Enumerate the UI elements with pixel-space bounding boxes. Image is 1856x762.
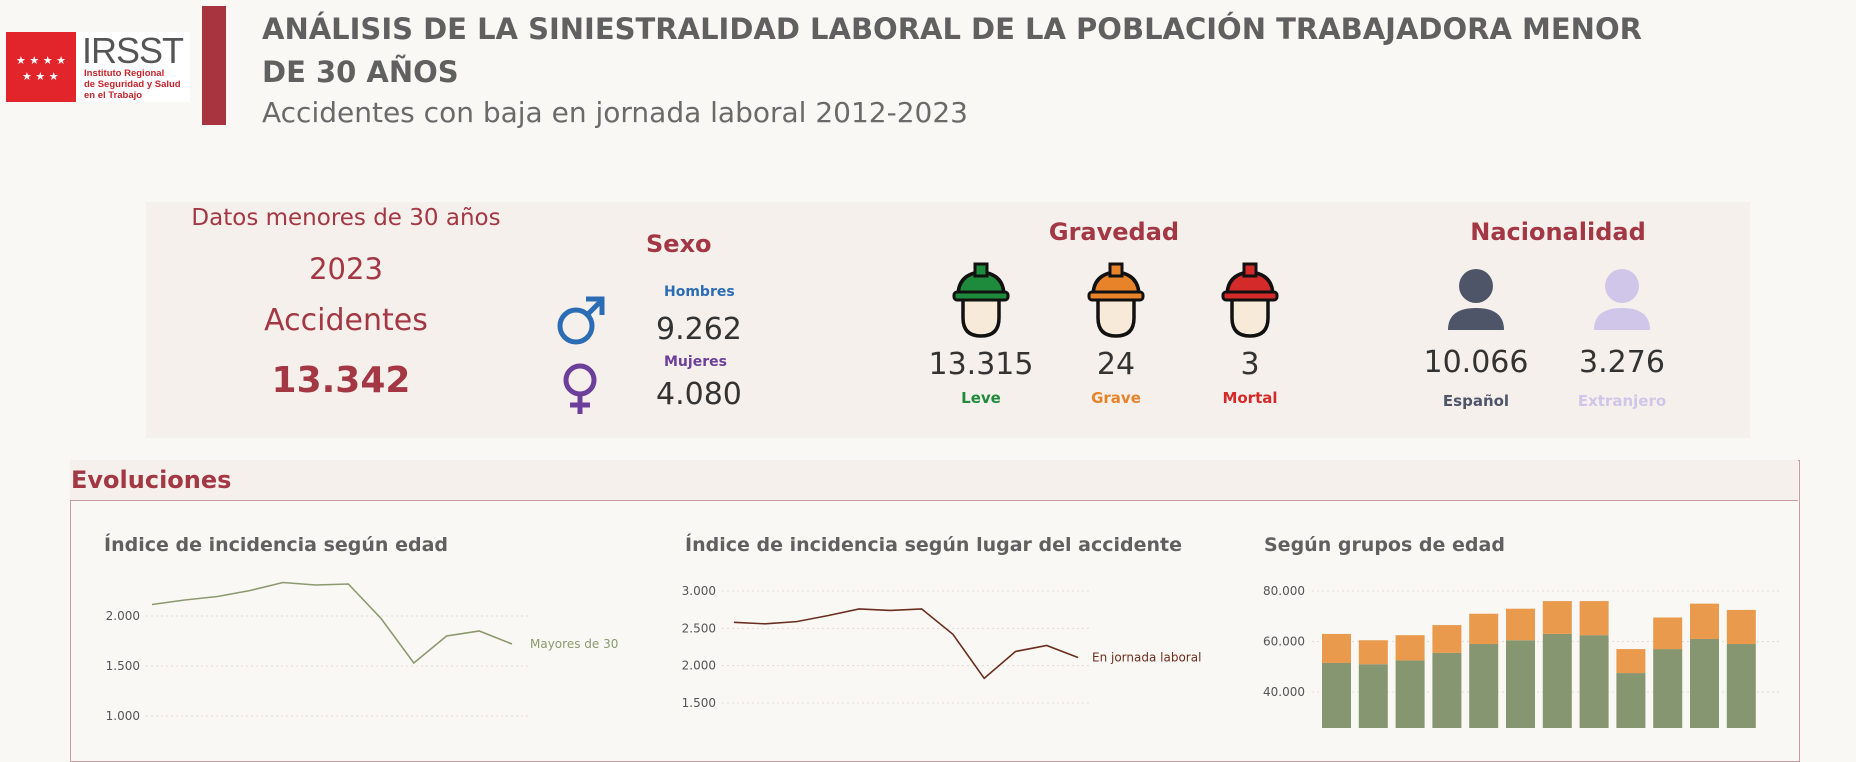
bar-2019-series0 [1579,635,1609,728]
bar-2017-series0 [1506,640,1535,728]
y-tick-label: 40.000 [1263,685,1305,699]
nacionalidad-extranjero-value: 3.276 [1579,345,1665,380]
person-extranjero-icon [1592,268,1652,334]
nacionalidad-espanol-label: Español [1442,392,1510,410]
series-label: En jornada laboral [1092,650,1201,664]
helmet-grave-icon [1087,262,1145,342]
evoluciones-title: Evoluciones [71,466,232,494]
gravedad-grave-value: 24 [1096,347,1136,382]
madrid-flag-icon: ★ ★ ★ ★ ★ ★ ★ [6,32,76,102]
kpi-total: 13.342 [271,360,411,401]
y-tick-label: 1.500 [682,696,716,710]
bar-2015-series0 [1432,652,1462,728]
bar-2012-series0 [1322,662,1351,728]
bar-2021-series0 [1653,649,1683,728]
y-tick-label: 60.000 [1263,635,1305,649]
bar-2013-series1 [1358,640,1388,665]
nacionalidad-extranjero-label: Extranjero [1577,392,1667,410]
person-espanol-icon [1446,268,1506,334]
y-tick-label: 3.000 [682,584,716,598]
y-tick-label: 1.500 [106,659,140,673]
chart-edad-title: Índice de incidencia según edad [104,534,448,556]
bar-2019-series1 [1579,601,1609,636]
logo-subtitle: Instituto Regional de Seguridad y Salud … [84,68,181,101]
gravedad-leve-label: Leve [961,389,1001,407]
series-line [733,608,1079,680]
y-tick-label: 2.000 [106,609,140,623]
female-icon [560,362,600,420]
gravedad-leve-value: 13.315 [928,347,1034,382]
nacionalidad-espanol-value: 10.066 [1423,345,1529,380]
series-line [151,581,513,665]
series-label: Mayores de 30 [530,637,618,651]
bar-2023-series0 [1726,644,1756,728]
y-tick-label: 80.000 [1263,584,1305,598]
evoluciones-header [70,460,1798,501]
kpi-label: Accidentes [264,303,428,338]
bar-2012-series1 [1322,633,1351,663]
bar-2018-series0 [1542,633,1572,728]
irsst-logo: ★ ★ ★ ★ ★ ★ ★ IRSST Instituto Regional d… [6,30,190,102]
bar-2023-series1 [1726,609,1756,645]
y-tick-label: 2.500 [682,621,716,635]
gravedad-title: Gravedad [1048,218,1180,246]
mujeres-value: 4.080 [656,377,742,412]
page-title: ANÁLISIS DE LA SINIESTRALIDAD LABORAL DE… [262,12,1642,89]
kpi-year: 2023 [309,252,383,286]
bar-2017-series1 [1506,608,1535,641]
bar-2018-series1 [1542,601,1572,634]
bar-2013-series0 [1358,664,1388,728]
nacionalidad-title: Nacionalidad [1470,218,1646,246]
helmet-leve-icon [952,262,1010,342]
gravedad-mortal-value: 3 [1240,347,1260,382]
kpi-caption: Datos menores de 30 años [191,205,501,231]
male-icon [556,294,606,350]
chart-lugar-title: Índice de incidencia según lugar del acc… [685,534,1182,556]
bar-2016-series0 [1469,644,1499,728]
bar-2015-series1 [1432,625,1462,653]
bar-2022-series1 [1690,603,1719,639]
chart-grupos-title: Según grupos de edad [1264,534,1505,556]
logo-wordmark: IRSST [82,30,184,71]
bar-2014-series0 [1395,660,1425,728]
y-tick-label: 1.000 [106,709,140,723]
sexo-title: Sexo [646,230,712,258]
charts-canvas: 2.000 1.500 1.000 Mayores de 30 3.000 2.500 2.… [106,581,1780,728]
bar-2020-series0 [1616,673,1646,728]
bar-2021-series1 [1653,617,1683,650]
bar-2014-series1 [1395,635,1425,661]
header-accent-bar [202,6,226,125]
bar-2022-series0 [1690,638,1719,728]
page-subtitle: Accidentes con baja en jornada laboral 2… [262,96,968,129]
gravedad-grave-label: Grave [1091,389,1141,407]
y-tick-label: 2.000 [682,659,716,673]
hombres-label: Hombres [664,284,735,300]
bar-2020-series1 [1616,649,1646,674]
gravedad-mortal-label: Mortal [1222,389,1278,407]
hombres-value: 9.262 [656,312,742,347]
bar-2016-series1 [1469,613,1499,645]
helmet-mortal-icon [1221,262,1279,342]
mujeres-label: Mujeres [664,354,727,370]
